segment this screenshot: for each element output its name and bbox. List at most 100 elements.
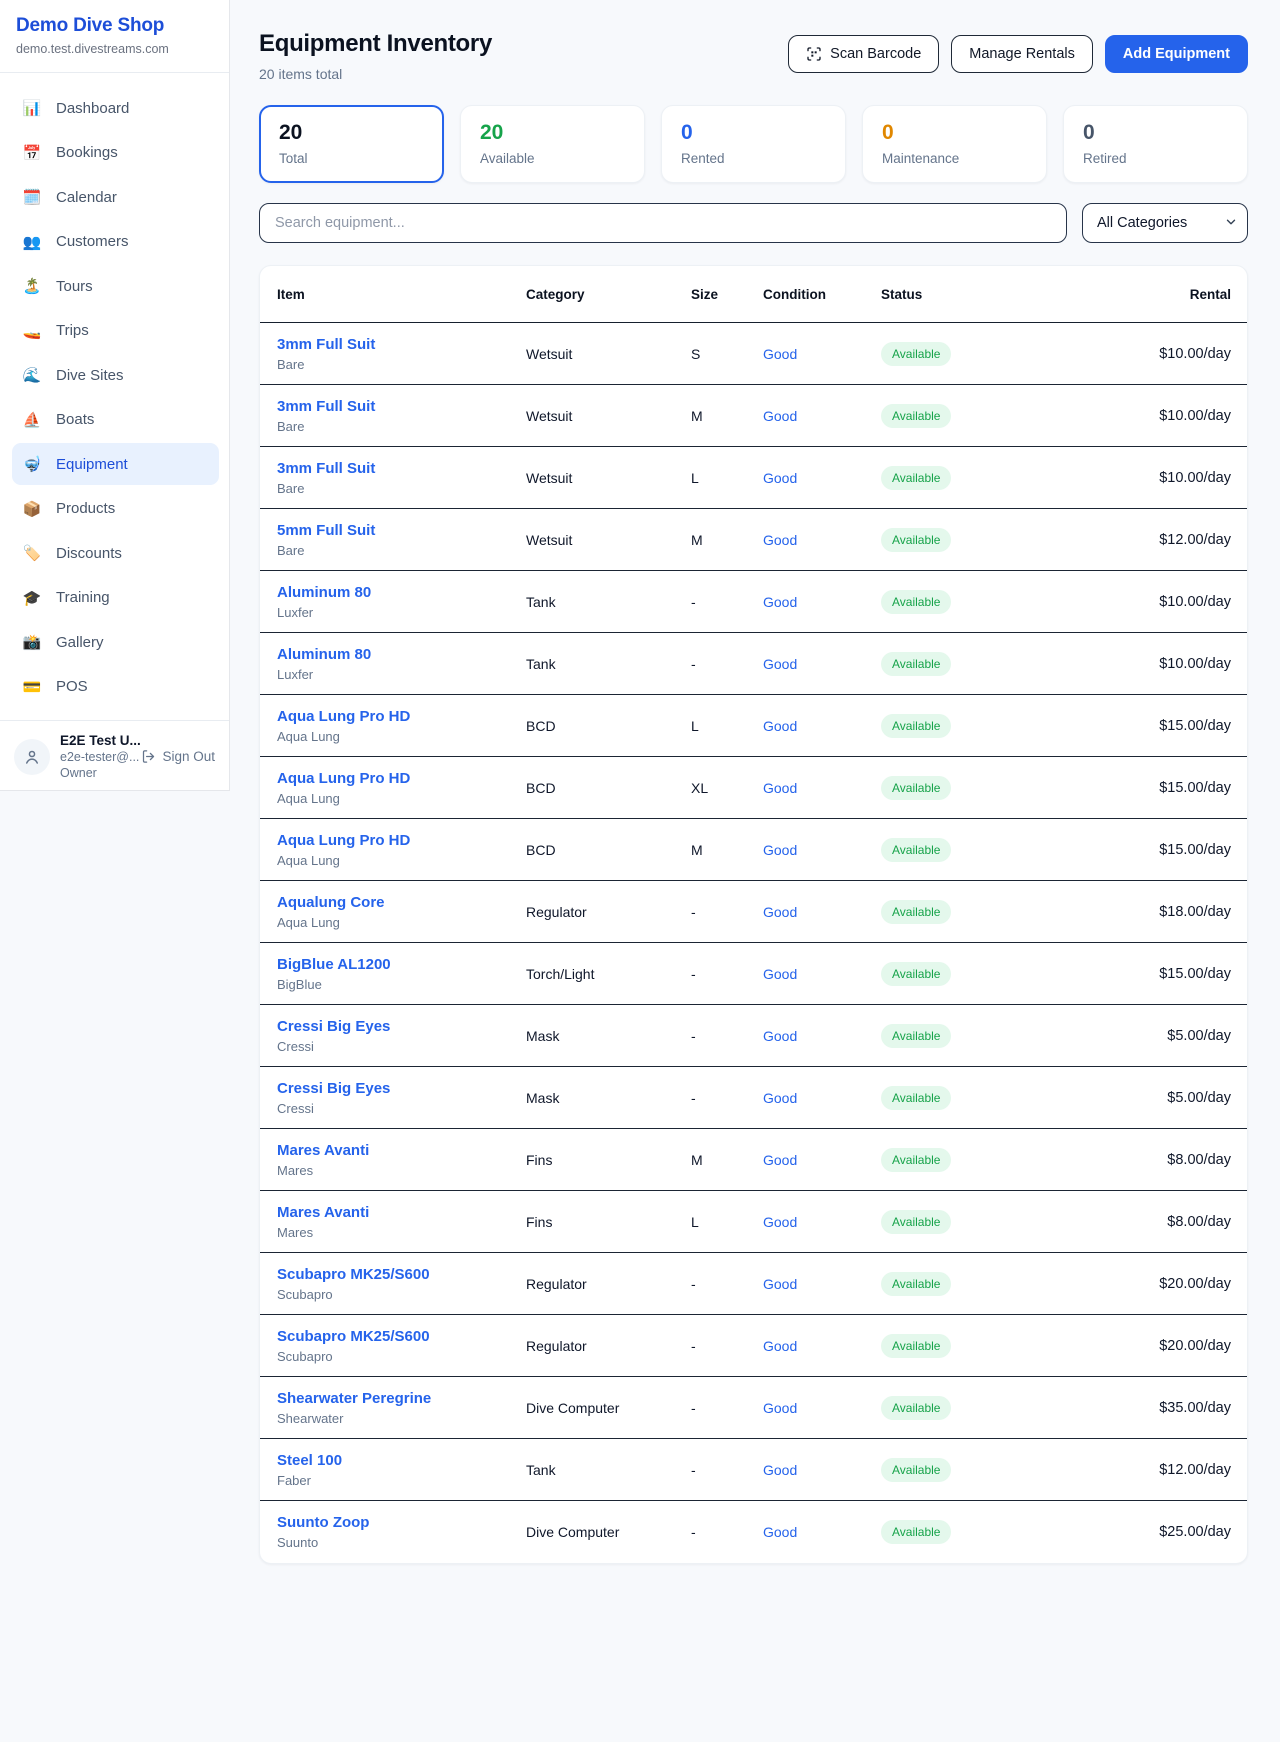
sidebar-item-bookings[interactable]: 📅 Bookings [12,132,219,174]
status-cell: Available [881,1209,1031,1234]
sidebar-item-discounts[interactable]: 🏷️ Discounts [12,532,219,574]
condition-link[interactable]: Good [763,841,798,858]
condition-link[interactable]: Good [763,655,798,672]
condition-link[interactable]: Good [763,1524,798,1540]
page-title: Equipment Inventory [259,30,492,57]
condition-link[interactable]: Good [763,903,798,920]
stat-card-rented[interactable]: 0 Rented [661,105,846,183]
item-name-link[interactable]: Mares Avanti [277,1141,370,1159]
item-name-link[interactable]: Scubapro MK25/S600 [277,1327,430,1345]
condition-link[interactable]: Good [763,965,798,982]
condition-link[interactable]: Good [763,717,798,734]
sidebar-item-products[interactable]: 📦 Products [12,488,219,530]
sidebar-item-pos[interactable]: 💳 POS [12,666,219,708]
category-select-wrap: All Categories [1082,203,1248,243]
sidebar-item-tours[interactable]: 🏝️ Tours [12,265,219,307]
status-badge: Available [881,527,952,552]
category-cell: Tank [526,593,556,610]
condition-link[interactable]: Good [763,1089,798,1106]
sidebar-item-equipment[interactable]: 🤿 Equipment [12,443,219,485]
item-name-link[interactable]: BigBlue AL1200 [277,955,391,973]
status-badge: Available [881,1457,952,1482]
sidebar-item-label: Gallery [56,633,104,651]
condition-link[interactable]: Good [763,1399,798,1416]
sidebar-item-boats[interactable]: ⛵ Boats [12,399,219,441]
item-name-link[interactable]: Aqualung Core [277,893,385,911]
item-name-link[interactable]: Shearwater Peregrine [277,1389,432,1407]
status-cell: Available [881,961,1031,986]
item-name-link[interactable]: Aluminum 80 [277,645,372,663]
stat-card-total[interactable]: 20 Total [259,105,444,183]
sidebar-item-training[interactable]: 🎓 Training [12,577,219,619]
sidebar-item-dashboard[interactable]: 📊 Dashboard [12,87,219,129]
item-cell: Aluminum 80 Luxfer [277,646,526,682]
item-name-link[interactable]: Cressi Big Eyes [277,1017,391,1035]
sidebar-item-gallery[interactable]: 📸 Gallery [12,621,219,663]
condition-link[interactable]: Good [763,469,798,486]
condition-link[interactable]: Good [763,1275,798,1292]
sidebar-item-customers[interactable]: 👥 Customers [12,221,219,263]
stat-card-available[interactable]: 20 Available [460,105,645,183]
item-brand: Luxfer [277,604,314,620]
condition-link[interactable]: Good [763,345,798,362]
item-name-link[interactable]: Aluminum 80 [277,583,372,601]
size-cell: S [691,345,701,362]
table-row: Aqualung Core Aqua Lung Regulator - Good Avai… [260,881,1247,943]
sidebar-item-calendar[interactable]: 🗓️ Calendar [12,176,219,218]
condition-link[interactable]: Good [763,1151,798,1168]
item-cell: BigBlue AL1200 BigBlue [277,956,526,992]
table-row: Cressi Big Eyes Cressi Mask - Good Available $… [260,1067,1247,1129]
item-name-link[interactable]: Suunto Zoop [277,1514,370,1531]
item-name-link[interactable]: 3mm Full Suit [277,335,376,353]
size-cell: - [691,1275,696,1292]
item-brand: Suunto [277,1535,319,1550]
item-brand: Scubapro [277,1286,333,1302]
condition-link[interactable]: Good [763,1027,798,1044]
avatar [14,738,50,775]
condition-link[interactable]: Good [763,1461,798,1478]
item-name-link[interactable]: 3mm Full Suit [277,459,376,477]
condition-link[interactable]: Good [763,1337,798,1354]
sign-out-button[interactable]: Sign Out [141,749,215,764]
rental-price: $15.00/day [1159,717,1231,734]
item-name-link[interactable]: Scubapro MK25/S600 [277,1265,430,1283]
rental-price: $8.00/day [1167,1151,1231,1168]
item-name-link[interactable]: Steel 100 [277,1451,343,1469]
rental-price: $15.00/day [1159,779,1231,796]
sidebar-item-label: Trips [56,322,89,339]
condition-link[interactable]: Good [763,407,798,424]
sidebar-item-label: POS [56,678,88,695]
item-name-link[interactable]: 5mm Full Suit [277,521,376,539]
stat-card-maintenance[interactable]: 0 Maintenance [862,105,1047,183]
table-row: Aluminum 80 Luxfer Tank - Good Available $10.0… [260,633,1247,695]
sidebar-item-label: Dashboard [56,99,130,117]
barcode-scan-icon [807,47,821,61]
stat-card-retired[interactable]: 0 Retired [1063,105,1248,183]
sidebar-item-dive-sites[interactable]: 🌊 Dive Sites [12,354,219,396]
condition-link[interactable]: Good [763,531,798,548]
column-header-rental: Rental [1189,286,1231,302]
item-brand: Aqua Lung [277,790,340,806]
category-select[interactable]: All Categories [1082,203,1248,243]
item-name-link[interactable]: Mares Avanti [277,1203,370,1221]
brand-link[interactable]: Demo Dive Shop [16,15,165,36]
item-cell: Shearwater Peregrine Shearwater [277,1390,526,1426]
rental-price: $10.00/day [1159,593,1231,610]
manage-rentals-button[interactable]: Manage Rentals [951,35,1093,73]
sidebar-item-trips[interactable]: 🚤 Trips [12,310,219,352]
item-name-link[interactable]: Cressi Big Eyes [277,1079,391,1097]
add-equipment-button[interactable]: Add Equipment [1104,35,1248,73]
search-input[interactable] [259,203,1067,243]
item-name-link[interactable]: 3mm Full Suit [277,397,376,415]
item-cell: Scubapro MK25/S600 Scubapro [277,1266,526,1302]
category-cell: Regulator [526,1337,587,1354]
condition-link[interactable]: Good [763,1213,798,1230]
category-cell: Fins [526,1213,553,1230]
item-name-link[interactable]: Aqua Lung Pro HD [277,831,411,849]
condition-link[interactable]: Good [763,779,798,796]
item-name-link[interactable]: Aqua Lung Pro HD [277,769,411,787]
item-cell: Cressi Big Eyes Cressi [277,1018,526,1054]
condition-link[interactable]: Good [763,593,798,610]
item-name-link[interactable]: Aqua Lung Pro HD [277,707,411,725]
scan-barcode-button[interactable]: Scan Barcode [788,35,940,73]
